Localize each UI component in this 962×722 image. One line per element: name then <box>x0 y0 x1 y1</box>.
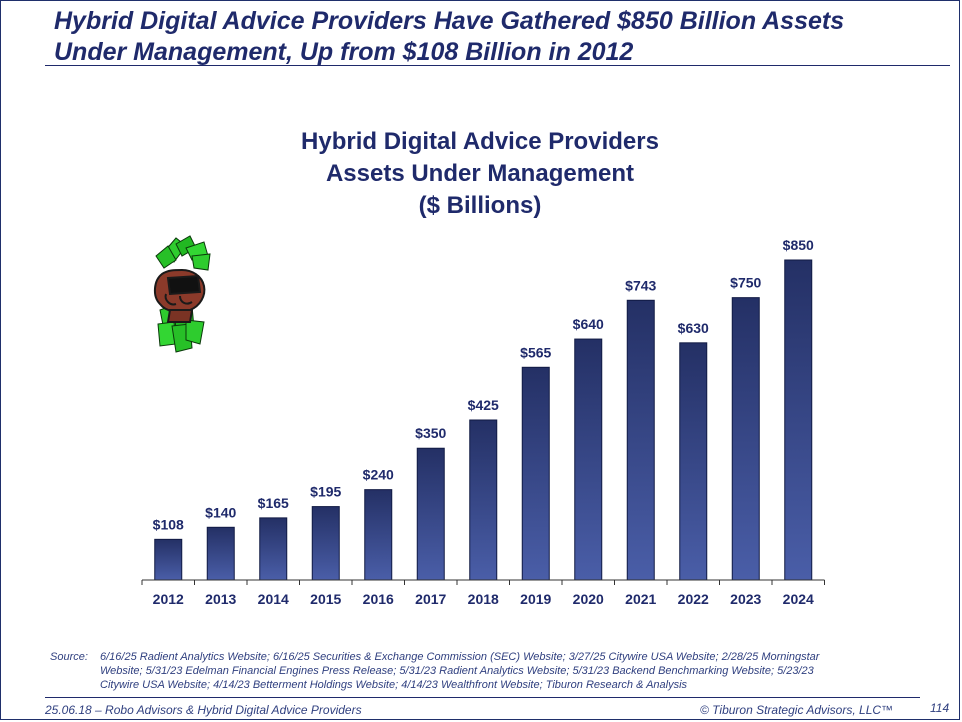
footer-copyright: © Tiburon Strategic Advisors, LLC™ <box>700 703 894 717</box>
money-fist-icon <box>154 235 211 353</box>
chart-title-line-1: Hybrid Digital Advice Providers <box>301 128 659 155</box>
page-number: 114 <box>930 701 950 715</box>
slide-headline: Hybrid Digital Advice Providers Have Gat… <box>54 6 934 68</box>
source-line-3: Citywire USA Website; 4/14/23 Betterment… <box>100 679 688 691</box>
bar-2020 <box>574 338 603 581</box>
chart-title-line-3: ($ Billions) <box>418 192 542 219</box>
data-label-2014: $165 <box>258 495 289 511</box>
bar-2016 <box>364 489 393 581</box>
headline-line-1: Hybrid Digital Advice Providers Have Gat… <box>54 7 845 35</box>
x-tick-label-2013: 2013 <box>205 591 236 607</box>
data-label-2012: $108 <box>153 516 184 532</box>
source-text: 6/16/25 Radient Analytics Website; 6/16/… <box>100 650 900 692</box>
bar-2021 <box>626 299 655 581</box>
data-label-2013: $140 <box>205 504 236 520</box>
source-label: Source: <box>50 651 88 663</box>
bar-2012 <box>154 538 183 581</box>
x-tick-label-2016: 2016 <box>363 591 394 607</box>
chart-title-line-2: Assets Under Management <box>325 160 635 187</box>
x-tick-label-2014: 2014 <box>258 591 289 607</box>
bar-2014 <box>259 517 288 581</box>
x-tick-label-2022: 2022 <box>678 591 709 607</box>
data-label-2018: $425 <box>468 397 499 413</box>
data-label-2017: $350 <box>415 425 446 441</box>
data-label-2015: $195 <box>310 484 341 500</box>
source-line-2: Website; 5/31/23 Edelman Financial Engin… <box>100 665 814 677</box>
x-tick-label-2018: 2018 <box>468 591 499 607</box>
x-tick-label-2024: 2024 <box>783 591 814 607</box>
bar-2013 <box>206 526 235 581</box>
source-line-1: 6/16/25 Radient Analytics Website; 6/16/… <box>100 651 820 663</box>
bar-2019 <box>521 366 550 581</box>
footer-presentation-title: 25.06.18 – Robo Advisors & Hybrid Digita… <box>45 703 362 717</box>
headline-divider <box>45 65 950 66</box>
x-tick-label-2020: 2020 <box>573 591 604 607</box>
data-label-2023: $750 <box>730 275 761 291</box>
x-tick-label-2023: 2023 <box>730 591 761 607</box>
bar-2018 <box>469 419 498 581</box>
x-tick-label-2012: 2012 <box>153 591 184 607</box>
x-tick-label-2019: 2019 <box>520 591 551 607</box>
footer-divider <box>45 697 920 698</box>
bar-2017 <box>416 447 445 581</box>
bar-2022 <box>679 342 708 581</box>
data-label-2021: $743 <box>625 277 656 293</box>
x-tick-label-2017: 2017 <box>415 591 446 607</box>
bar-2024 <box>784 259 813 581</box>
x-tick-label-2015: 2015 <box>310 591 341 607</box>
bar-2023 <box>731 297 760 581</box>
data-label-2019: $565 <box>520 344 551 360</box>
chart-title: Hybrid Digital Advice Providers Assets U… <box>180 126 780 222</box>
x-tick-label-2021: 2021 <box>625 591 656 607</box>
data-label-2016: $240 <box>363 467 394 483</box>
headline-line-2: Under Management, Up from $108 Billion i… <box>54 38 634 66</box>
bar-2015 <box>311 506 340 581</box>
data-label-2022: $630 <box>678 320 709 336</box>
data-label-2020: $640 <box>573 316 604 332</box>
data-label-2024: $850 <box>783 237 814 253</box>
